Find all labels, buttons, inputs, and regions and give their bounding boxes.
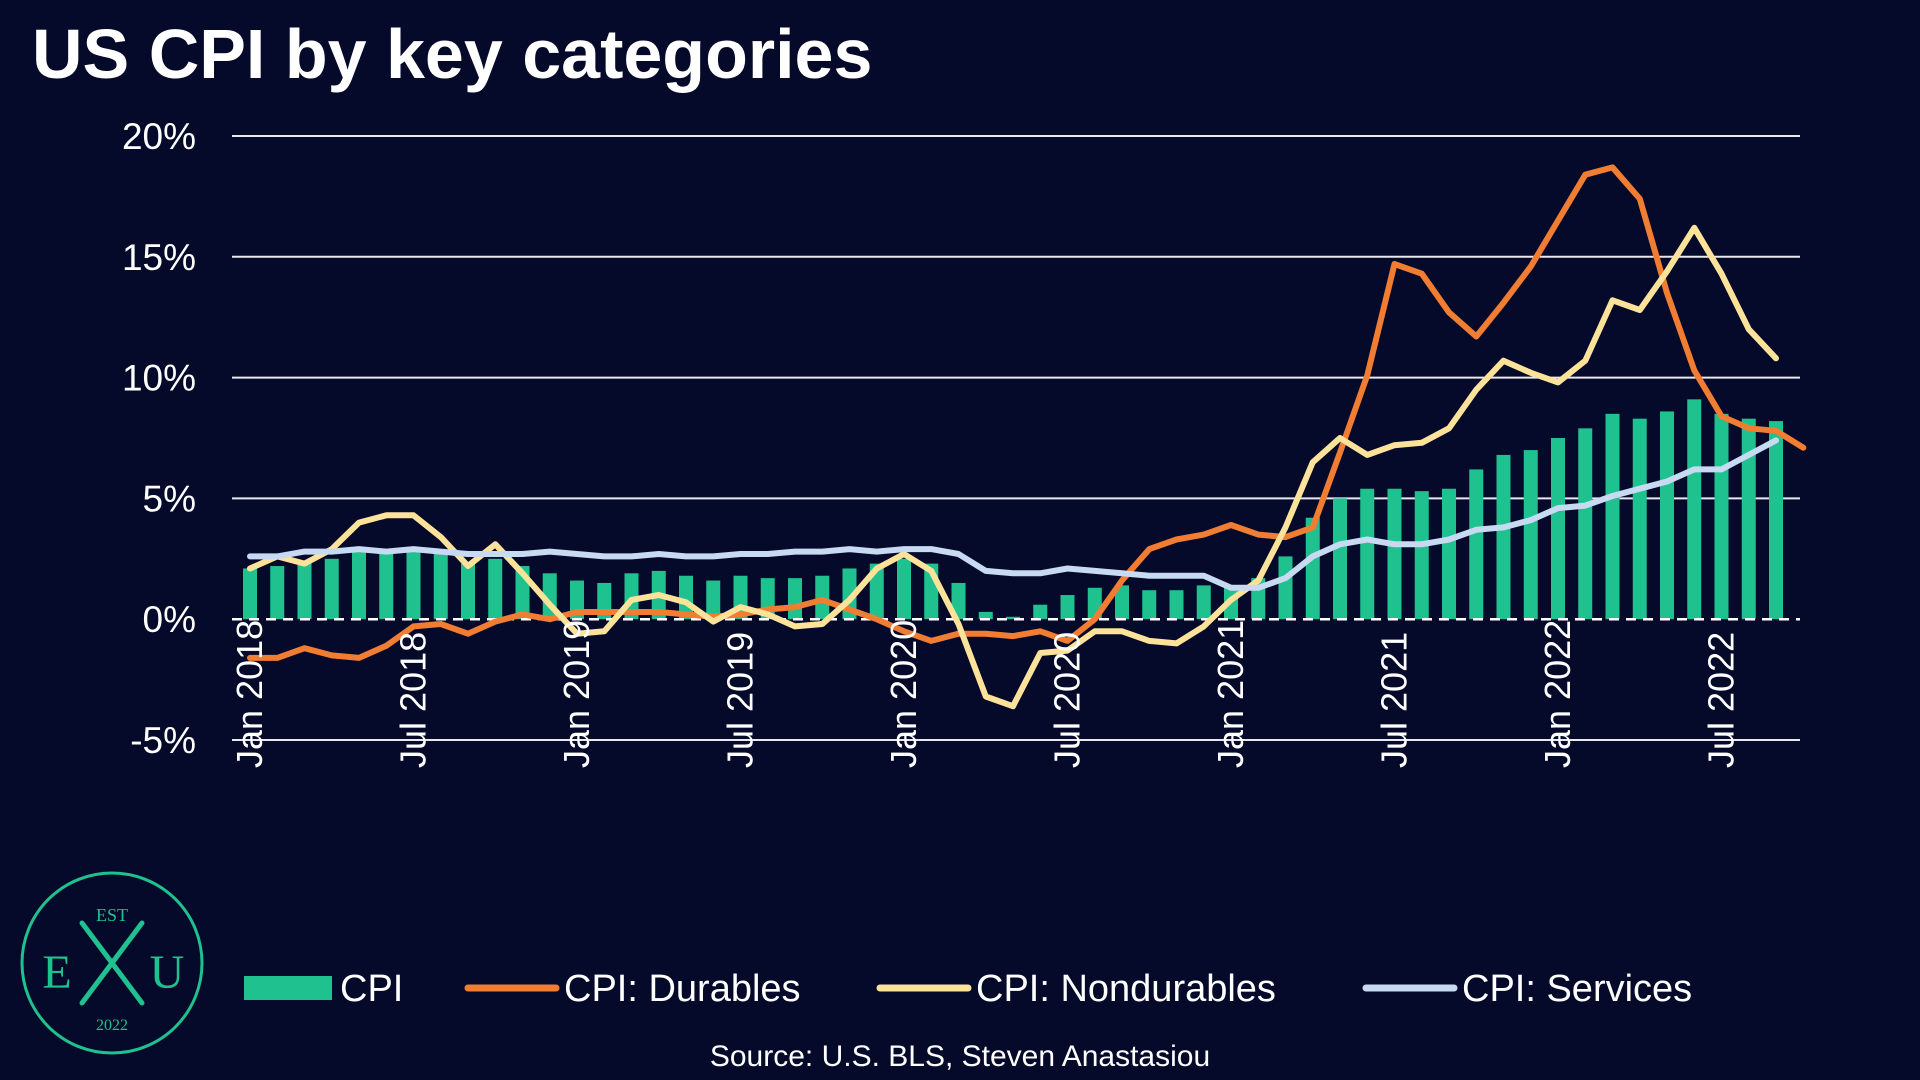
cpi-bar: [869, 563, 884, 620]
services-line: [247, 437, 1779, 591]
cpi-bar: [461, 563, 475, 620]
cpi-bar: [297, 561, 312, 620]
x-tick-label: Jul 2020: [1047, 632, 1088, 768]
cpi-bar: [270, 566, 285, 620]
legend-label: CPI: Nondurables: [976, 968, 1276, 1010]
cpi-bar: [1278, 556, 1293, 620]
x-tick-label: Jan 2018: [229, 620, 270, 768]
cpi-bar: [1605, 413, 1620, 620]
cpi-bar: [1523, 450, 1538, 620]
legend-label: CPI: [340, 968, 403, 1010]
logo-est-text: EST: [96, 905, 128, 925]
x-tick-label: Jul 2018: [393, 632, 434, 768]
x-tick-label: Jan 2019: [556, 620, 597, 768]
logo-u-letter: U: [150, 946, 185, 999]
cpi-bar: [897, 558, 911, 620]
cpi-bar: [1687, 399, 1702, 620]
x-tick-label: Jul 2019: [720, 632, 761, 768]
cpi-bar: [1033, 604, 1048, 620]
cpi-bar: [1551, 438, 1565, 620]
logo-sword-icon: [79, 920, 145, 1006]
cpi-bar: [1006, 616, 1020, 620]
cpi-bar: [1741, 418, 1756, 620]
cpi-bar: [324, 558, 339, 620]
cpi-bar: [243, 568, 257, 620]
cpi-bar: [1578, 428, 1593, 620]
cpi-bar: [978, 611, 993, 620]
cpi-bar: [352, 551, 366, 620]
cpi-bar: [1769, 421, 1783, 620]
legend-label: CPI: Services: [1462, 968, 1692, 1010]
cpi-bar: [1469, 469, 1484, 620]
cpi-bar: [1442, 488, 1456, 620]
cpi-bars: [232, 399, 1800, 621]
cpi-bar: [1714, 413, 1729, 620]
cpi-bar: [1196, 585, 1211, 620]
durables-line: [247, 164, 1807, 661]
y-tick-label: -5%: [130, 720, 196, 761]
cpi-bar: [1115, 585, 1129, 620]
y-tick-label: 0%: [143, 599, 196, 640]
y-tick-label: 5%: [143, 478, 196, 519]
legend: CPI CPI: Durables CPI: Nondurables CPI: Ser…: [244, 968, 1692, 1010]
y-tick-label: 10%: [122, 358, 196, 399]
cpi-bar: [788, 578, 802, 620]
x-tick-label: Jul 2021: [1374, 632, 1415, 768]
cpi-bar: [1660, 411, 1674, 620]
x-tick-label: Jan 2022: [1537, 620, 1578, 768]
cpi-bar: [406, 549, 421, 620]
y-tick-label: 20%: [122, 116, 196, 157]
cpi-bar: [706, 580, 721, 620]
logo-year-text: 2022: [96, 1017, 128, 1034]
cpi-bar: [1360, 488, 1375, 620]
chart-title: US CPI by key categories: [32, 15, 872, 93]
x-tick-label: Jan 2020: [883, 620, 924, 768]
cpi-bar: [1305, 517, 1320, 620]
cpi-bar: [433, 553, 448, 620]
est-exu-logo: EST E U 2022: [20, 871, 204, 1055]
source-note: Source: U.S. BLS, Steven Anastasiou: [710, 1040, 1210, 1073]
x-axis-ticks: Jan 2018 Jul 2018 Jan 2019 Jul 2019 Jan 2020…: [229, 620, 1742, 768]
cpi-bar: [1387, 488, 1402, 620]
cpi-bar: [1632, 418, 1647, 620]
cpi-bar: [488, 558, 503, 620]
y-axis-ticks: 20% 15% 10% 5% 0% -5%: [122, 116, 196, 761]
legend-swatch-cpi: [244, 976, 332, 1000]
y-tick-label: 15%: [122, 237, 196, 278]
cpi-bar: [1060, 595, 1075, 620]
cpi-bar: [1496, 454, 1511, 620]
x-tick-label: Jan 2021: [1210, 620, 1251, 768]
cpi-bar: [1169, 590, 1184, 620]
cpi-bar: [1333, 498, 1347, 620]
cpi-bar: [1142, 590, 1157, 620]
cpi-bar: [1414, 491, 1429, 620]
cpi-bar: [379, 549, 394, 620]
logo-e-letter: E: [42, 946, 71, 999]
x-tick-label: Jul 2022: [1701, 632, 1742, 768]
cpi-bar: [951, 582, 966, 620]
legend-label: CPI: Durables: [564, 968, 801, 1010]
series-lines: [247, 164, 1807, 710]
